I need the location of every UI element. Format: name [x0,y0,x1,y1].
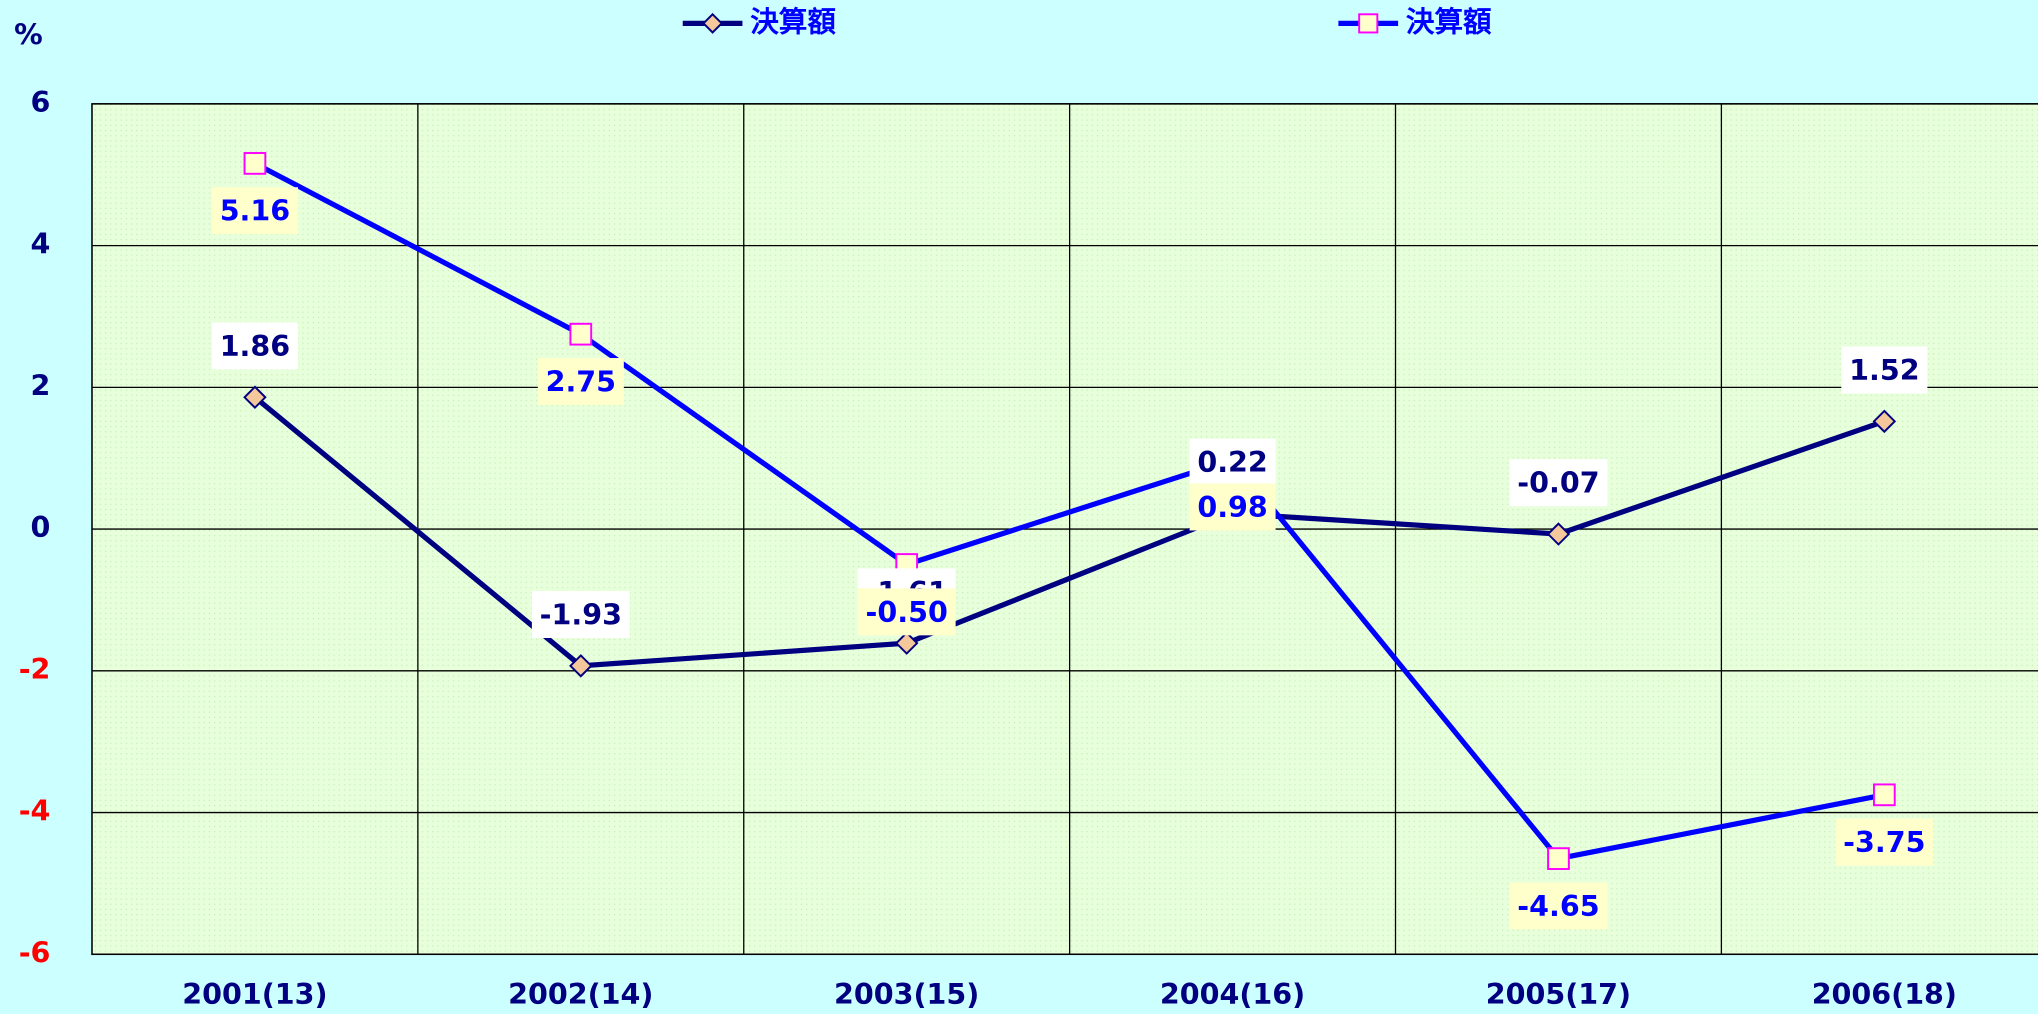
data-label-bg [211,322,298,370]
data-label-text: 2.75 [546,365,616,399]
marker [569,654,593,678]
series-line [253,161,1885,862]
series-line [253,395,1886,669]
data-label-bg [1189,483,1276,531]
data-label-text: -0.50 [866,595,948,629]
y-tick-label: -4 [19,794,51,828]
y-tick-label: 0 [31,510,51,544]
data-label-bg [537,358,624,406]
x-tick-label: 2001(13) [182,977,327,1011]
data-label-bg [1189,438,1276,486]
data-label-bg [211,187,298,235]
data-label: -1.93 [531,591,630,639]
legend-label: 決算額 [1406,4,1492,38]
data-label-text: 5.16 [220,194,290,228]
x-tick-label: 2002(14) [508,977,653,1011]
data-label-text: 1.52 [1849,353,1919,387]
x-tick-label: 2006(18) [1812,977,1957,1011]
data-label-text: -3.75 [1843,825,1925,859]
data-label: -0.50 [857,588,956,636]
x-tick-label: 2005(17) [1486,977,1631,1011]
data-label-text: 0.22 [1197,445,1267,479]
data-label: 0.22 [1189,438,1276,486]
data-label-bg [531,591,630,639]
marker [243,385,267,410]
data-label: -4.65 [1509,882,1608,930]
data-label-bg [1509,459,1608,507]
data-label-bg [1835,818,1934,866]
data-label: 1.86 [211,322,298,370]
x-tick-label: 2003(15) [834,977,979,1011]
legend-marker [1358,13,1379,34]
y-tick-label: -6 [19,935,51,969]
legend-label: 決算額 [750,4,836,38]
data-label-text: -0.07 [1517,466,1599,500]
data-label-text: -1.93 [540,598,622,632]
marker [243,152,267,175]
marker [1872,409,1897,434]
data-label: 0.98 [1189,483,1276,531]
data-label: -3.75 [1835,818,1934,866]
data-label: 2.75 [537,358,624,406]
marker [1547,847,1570,870]
y-tick-label: 4 [31,227,51,261]
data-label-text: -4.65 [1517,889,1599,923]
data-label-bg [1841,346,1928,394]
data-label: 1.52 [1841,346,1928,394]
data-label: 5.16 [211,187,298,235]
marker [1546,522,1571,546]
y-tick-label: 6 [31,85,51,119]
marker [894,631,919,655]
y-axis-label: % [14,17,43,51]
data-label-bg [1509,882,1608,930]
marker [1872,783,1896,807]
marker [569,322,593,346]
y-tick-label: -2 [19,652,51,686]
legend-marker [702,12,724,34]
x-tick-label: 2004(16) [1160,977,1305,1011]
data-label-text: 1.86 [220,329,290,363]
y-tick-label: 2 [31,368,51,402]
data-label: -0.07 [1509,459,1608,507]
data-label-bg [857,588,956,636]
data-label-text: 0.98 [1197,490,1267,524]
